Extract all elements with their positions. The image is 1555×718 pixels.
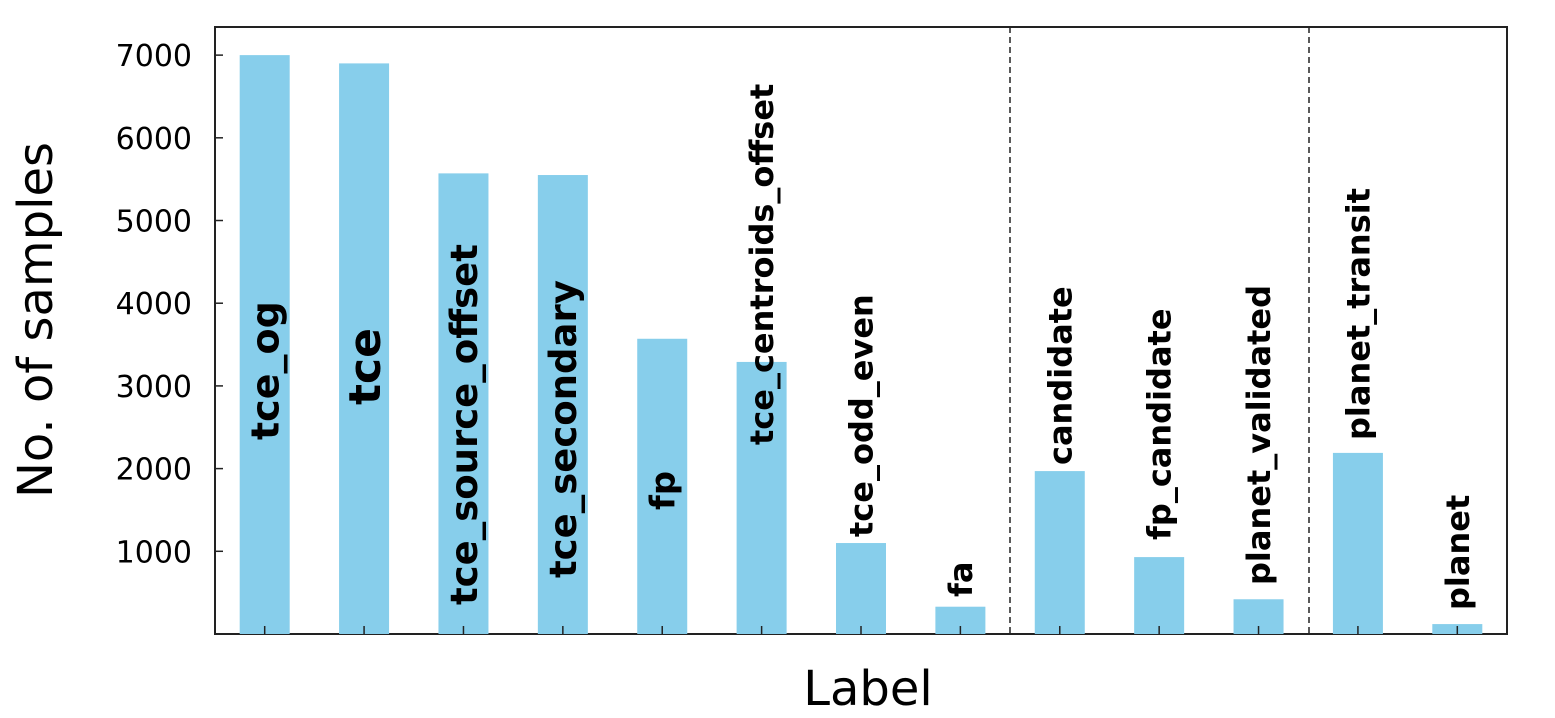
- y-tick-label: 7000: [116, 39, 192, 74]
- bar: [1134, 557, 1185, 634]
- bar: [438, 173, 489, 634]
- category-label: tce_odd_even: [843, 294, 881, 537]
- bar: [736, 361, 787, 634]
- bar: [239, 55, 290, 634]
- category-label: tce_source_offset: [443, 244, 486, 605]
- category-label: planet: [1439, 495, 1477, 610]
- x-axis-label: Label: [803, 661, 933, 717]
- category-label: tce_centroids_offset: [743, 84, 781, 445]
- bar: [836, 543, 886, 634]
- bar: [537, 175, 588, 634]
- category-label: planet_validated: [1240, 285, 1278, 585]
- y-tick-label: 5000: [116, 205, 192, 240]
- category-label: tce_secondary: [542, 280, 585, 578]
- bar: [1034, 471, 1085, 634]
- category-label: tce_og: [243, 301, 287, 440]
- bar: [1332, 452, 1383, 634]
- bar: [637, 338, 688, 634]
- category-label: planet_transit: [1339, 188, 1377, 440]
- bar: [339, 63, 390, 635]
- category-label: candidate: [1041, 286, 1079, 465]
- category-label: tce: [340, 328, 391, 405]
- y-tick-label: 4000: [116, 287, 192, 322]
- y-tick-label: 1000: [116, 535, 192, 570]
- y-tick-label: 3000: [116, 370, 192, 405]
- y-axis-label: No. of samples: [8, 142, 64, 498]
- y-tick-label: 2000: [116, 453, 192, 488]
- category-label: fa: [942, 561, 980, 597]
- y-tick-label: 6000: [116, 122, 192, 157]
- category-label: fp_candidate: [1141, 308, 1179, 540]
- category-label: fp: [643, 471, 683, 510]
